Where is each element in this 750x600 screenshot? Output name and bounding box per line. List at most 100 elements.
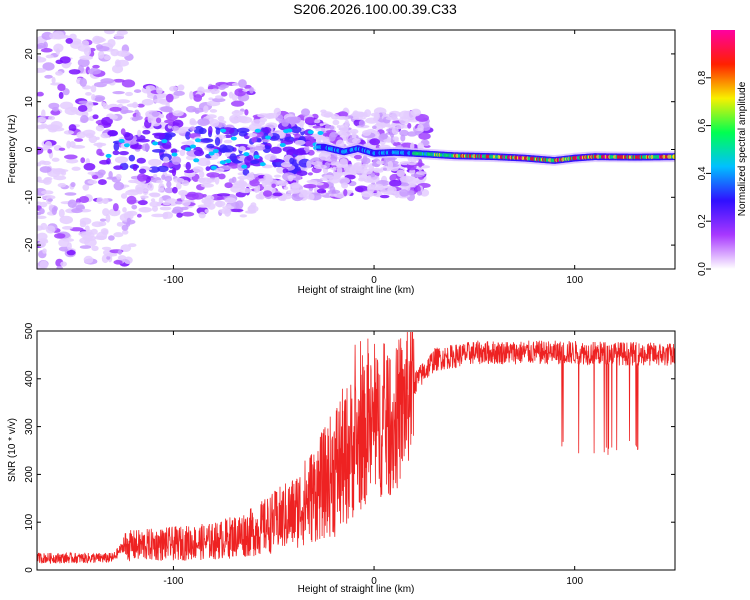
spectrogram-cell <box>63 130 75 135</box>
spectrogram-cell <box>251 136 257 143</box>
spectrogram-cell <box>129 144 144 150</box>
spectrogram-cell <box>406 131 417 137</box>
spectrogram-cell <box>230 116 240 124</box>
spectrogram-cell <box>324 124 331 129</box>
spectrogram-cell <box>361 190 375 198</box>
spectrogram-cell <box>383 158 388 167</box>
spectrogram-cell <box>164 187 175 194</box>
spectrogram-cell <box>179 149 186 157</box>
spectrogram-cell <box>418 132 431 140</box>
spectrogram-cell <box>421 123 431 132</box>
spectrogram-cell <box>112 203 119 212</box>
spectrogram-cell <box>112 150 120 156</box>
spectrogram-cell <box>254 186 259 194</box>
spectrogram-cell <box>315 127 328 132</box>
spectrogram-cell <box>172 186 178 194</box>
spectrogram-cell <box>161 174 166 180</box>
spectrogram-cell <box>111 64 124 74</box>
spectrogram-cell <box>194 138 201 143</box>
spectrogram-cell <box>85 229 93 236</box>
spectrogram-cell <box>124 132 134 141</box>
spectrogram-cell <box>283 129 290 134</box>
spectrogram-cell <box>105 253 118 257</box>
spectrogram-cell <box>328 132 336 142</box>
spectrogram-cell <box>339 158 348 167</box>
spectrogram-cell <box>224 197 237 204</box>
spectrogram-cell <box>37 201 42 205</box>
spectrogram-cell <box>354 185 369 193</box>
spectrogram-cell <box>189 126 196 131</box>
spectrogram-cell <box>403 110 416 120</box>
spectrogram-cell <box>117 255 127 261</box>
spectrogram-cell <box>57 182 67 188</box>
spectrogram-cell <box>330 161 340 166</box>
spectrogram-cell <box>396 123 403 130</box>
spectrogram-cell <box>175 200 183 205</box>
spectrogram-cell <box>343 189 348 197</box>
spectrogram-cell <box>399 189 409 197</box>
spectrogram-cell <box>328 189 341 194</box>
spectrogram-cell <box>198 170 205 178</box>
spectrogram-cell <box>298 192 306 198</box>
spectrogram-cell <box>366 183 376 193</box>
spectrogram-cell <box>382 167 387 171</box>
spectrogram-cell <box>101 246 112 251</box>
spectrogram-cell <box>126 210 138 216</box>
spectrogram-cell <box>332 119 340 126</box>
spectrogram-cell <box>258 178 271 183</box>
spectrogram-cell <box>214 137 221 146</box>
spectrogram-cell <box>51 76 56 84</box>
spectrogram-cell <box>162 212 169 220</box>
spectrogram-cell <box>124 91 134 97</box>
spectrogram-cell <box>120 244 132 252</box>
spectrogram-cell <box>39 260 49 269</box>
colorbar-tick-label: 0.8 <box>697 70 708 84</box>
spectrogram-cell <box>217 115 225 122</box>
spectrogram-cell <box>147 115 153 124</box>
spectrogram-cell <box>389 179 402 187</box>
spectrogram-cell <box>149 192 161 198</box>
spectrogram-cell <box>214 95 224 99</box>
spectrogram-cell <box>97 179 107 186</box>
spectrogram-cell <box>85 133 94 139</box>
spectrogram-cell <box>136 157 146 164</box>
spectrogram-cell <box>277 180 289 187</box>
spectrogram-cell <box>110 48 120 57</box>
spectrogram-cell <box>320 111 334 118</box>
spectrogram-cell <box>236 127 250 133</box>
snr-x-tick-label: -100 <box>163 576 183 587</box>
spectrogram-cell <box>135 187 144 195</box>
spectrogram-cell <box>249 87 254 94</box>
spectrogram-cell <box>151 111 160 117</box>
spectrogram-cell <box>152 132 167 136</box>
spectrogram-cell <box>53 175 67 181</box>
spectrogram-cell <box>106 256 111 260</box>
spectrogram-cell <box>249 179 260 187</box>
spectrogram-cell <box>37 162 42 167</box>
spectrogram-cell <box>119 106 129 115</box>
spectrogram-cell <box>389 110 401 118</box>
spectrogram-cell <box>230 136 237 141</box>
spectrogram-cell <box>60 170 67 176</box>
spectrogram-cell <box>95 124 105 132</box>
spectrogram-cell <box>177 84 185 91</box>
spectrogram-cell <box>118 138 125 143</box>
spectrogram-cell <box>386 136 392 143</box>
spectrogram-cell <box>206 114 217 119</box>
spectrogram-cell <box>282 168 289 174</box>
spectrogram-cell <box>166 181 172 188</box>
spectrogram-cell <box>128 154 136 162</box>
spectrogram-cell <box>133 89 142 93</box>
spectrogram-cell <box>40 48 53 53</box>
spectrogram-cell <box>231 110 244 116</box>
spectrogram-cell <box>165 93 174 103</box>
spectrogram-cell <box>225 159 232 164</box>
spectrogram-cell <box>230 100 245 107</box>
spectrogram-cell <box>186 140 195 146</box>
spectrogram-cell <box>78 100 89 104</box>
spectrogram-cell <box>77 105 88 112</box>
spectrogram-cell <box>190 144 197 149</box>
spectrogram-cell <box>243 152 250 157</box>
spectrogram-y-tick-label: 0 <box>24 146 35 152</box>
